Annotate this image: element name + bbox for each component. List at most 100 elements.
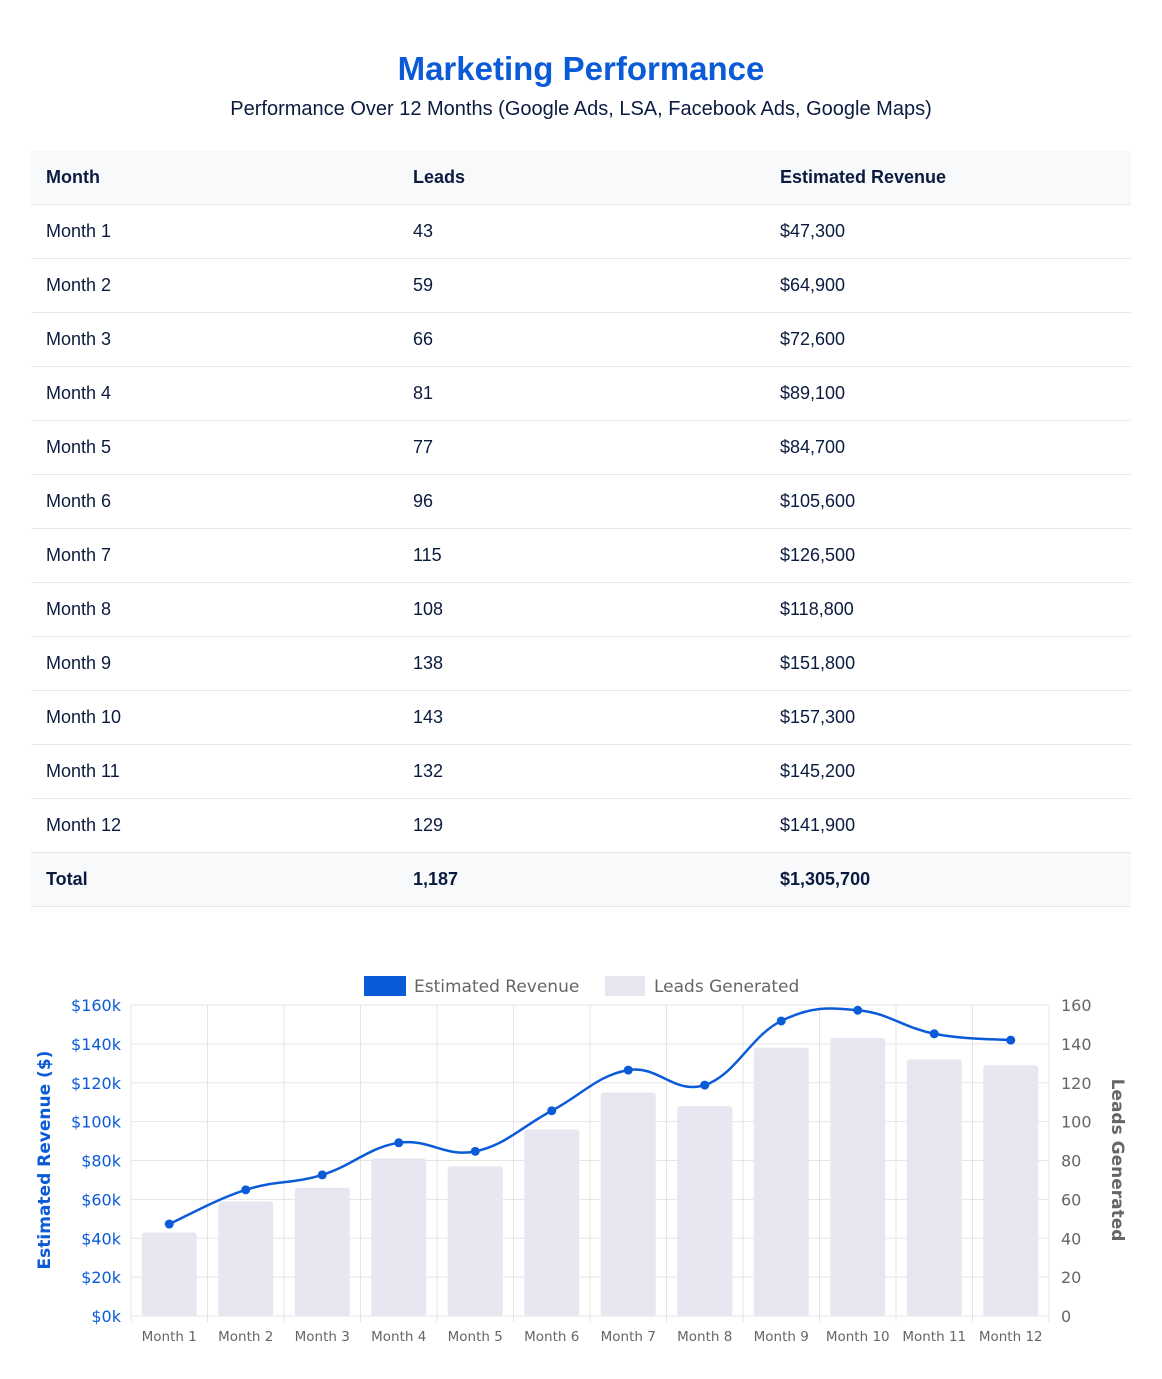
revenue-point: [241, 1185, 251, 1195]
row-month: Month 1: [31, 204, 398, 259]
row-revenue: $47,300: [765, 204, 1131, 259]
row-month: Month 8: [31, 582, 398, 637]
x-tick-label: Month 12: [979, 1329, 1043, 1345]
table-row: Month 3 66 $72,600: [31, 312, 1131, 367]
leads-bar: [600, 1092, 656, 1316]
column-header-revenue: Estimated Revenue: [765, 151, 1131, 205]
left-tick-label: $160k: [71, 996, 122, 1015]
revenue-point: [317, 1170, 327, 1180]
performance-table-container: Month Leads Estimated Revenue Month 1 43 $…: [31, 151, 1131, 907]
revenue-point: [700, 1080, 710, 1090]
row-leads: 108: [398, 582, 765, 637]
row-leads: 138: [398, 636, 765, 691]
row-leads: 59: [398, 258, 765, 313]
leads-bar: [983, 1065, 1039, 1316]
leads-bar: [753, 1047, 809, 1316]
table-row: Month 4 81 $89,100: [31, 366, 1131, 421]
x-tick-label: Month 7: [601, 1329, 656, 1345]
row-revenue: $151,800: [765, 636, 1131, 691]
header: Marketing Performance Performance Over 1…: [0, 0, 1162, 124]
row-revenue: $89,100: [765, 366, 1131, 421]
left-tick-label: $40k: [81, 1229, 122, 1248]
legend-swatch-leads: [605, 976, 645, 996]
revenue-point: [853, 1005, 863, 1015]
x-tick-label: Month 1: [142, 1329, 197, 1345]
column-header-leads: Leads: [398, 151, 765, 205]
table-row: Month 9 138 $151,800: [31, 636, 1131, 691]
revenue-point: [547, 1106, 557, 1116]
revenue-point: [164, 1219, 174, 1229]
performance-table: Month Leads Estimated Revenue Month 1 43 $…: [31, 151, 1131, 907]
x-tick-label: Month 6: [524, 1329, 579, 1345]
right-tick-label: 20: [1061, 1268, 1081, 1287]
revenue-point: [929, 1029, 939, 1039]
chart-grid: [130, 1004, 1050, 1322]
legend-swatch-revenue: [364, 976, 406, 996]
row-month: Month 3: [31, 312, 398, 367]
row-month: Month 10: [31, 690, 398, 745]
right-tick-label: 160: [1061, 996, 1092, 1015]
table-row: Month 8 108 $118,800: [31, 582, 1131, 637]
right-axis-ticks: 0 20 40 60 80 100 120 140 160: [1061, 996, 1092, 1326]
leads-bar: [371, 1158, 427, 1316]
row-leads: 115: [398, 528, 765, 583]
row-month: Month 9: [31, 636, 398, 691]
row-revenue: $126,500: [765, 528, 1131, 583]
legend-label-leads: Leads Generated: [654, 977, 799, 997]
revenue-points: [164, 1005, 1016, 1229]
row-revenue: $72,600: [765, 312, 1131, 367]
total-leads: 1,187: [398, 852, 765, 907]
revenue-point: [623, 1065, 633, 1075]
table-row: Month 6 96 $105,600: [31, 474, 1131, 529]
chart-legend: Estimated Revenue Leads Generated: [364, 976, 799, 997]
table-header-row: Month Leads Estimated Revenue: [31, 151, 1131, 205]
legend-label-revenue: Estimated Revenue: [414, 977, 579, 997]
row-leads: 43: [398, 204, 765, 259]
right-tick-label: 80: [1061, 1152, 1081, 1171]
total-revenue: $1,305,700: [765, 852, 1131, 907]
leads-bar: [447, 1166, 503, 1316]
row-leads: 77: [398, 420, 765, 475]
leads-bar: [677, 1106, 733, 1316]
page-title: Marketing Performance: [397, 50, 765, 87]
column-header-month: Month: [31, 151, 398, 205]
row-month: Month 2: [31, 258, 398, 313]
row-month: Month 5: [31, 420, 398, 475]
right-tick-label: 140: [1061, 1035, 1092, 1054]
left-tick-label: $80k: [81, 1152, 122, 1171]
x-axis-ticks: Month 1 Month 2 Month 3 Month 4 Month 5 Month…: [142, 1329, 1043, 1345]
left-axis-title: Estimated Revenue ($): [35, 1051, 55, 1270]
row-revenue: $84,700: [765, 420, 1131, 475]
x-tick-label: Month 11: [902, 1329, 966, 1345]
table-total-row: Total 1,187 $1,305,700: [31, 852, 1131, 907]
row-month: Month 6: [31, 474, 398, 529]
table-row: Month 2 59 $64,900: [31, 258, 1131, 313]
left-tick-label: $120k: [71, 1074, 122, 1093]
row-leads: 66: [398, 312, 765, 367]
row-month: Month 4: [31, 366, 398, 421]
leads-bar: [830, 1038, 886, 1316]
leads-bar: [294, 1187, 350, 1316]
table-row: Month 10 143 $157,300: [31, 690, 1131, 745]
row-month: Month 12: [31, 798, 398, 853]
right-tick-label: 100: [1061, 1113, 1092, 1132]
total-label: Total: [31, 852, 398, 907]
revenue-point: [1006, 1035, 1016, 1045]
left-tick-label: $60k: [81, 1190, 122, 1209]
right-tick-label: 60: [1061, 1190, 1081, 1209]
x-tick-label: Month 2: [218, 1329, 273, 1345]
leads-bar: [218, 1201, 274, 1316]
row-leads: 129: [398, 798, 765, 853]
right-axis-title: Leads Generated: [1107, 1079, 1127, 1242]
right-tick-label: 120: [1061, 1074, 1092, 1093]
left-tick-label: $100k: [71, 1113, 122, 1132]
x-tick-label: Month 8: [677, 1329, 732, 1345]
x-tick-label: Month 9: [754, 1329, 809, 1345]
row-leads: 143: [398, 690, 765, 745]
row-leads: 96: [398, 474, 765, 529]
row-revenue: $141,900: [765, 798, 1131, 853]
revenue-point: [470, 1146, 480, 1156]
leads-bar: [906, 1059, 962, 1316]
right-tick-label: 0: [1061, 1307, 1071, 1326]
